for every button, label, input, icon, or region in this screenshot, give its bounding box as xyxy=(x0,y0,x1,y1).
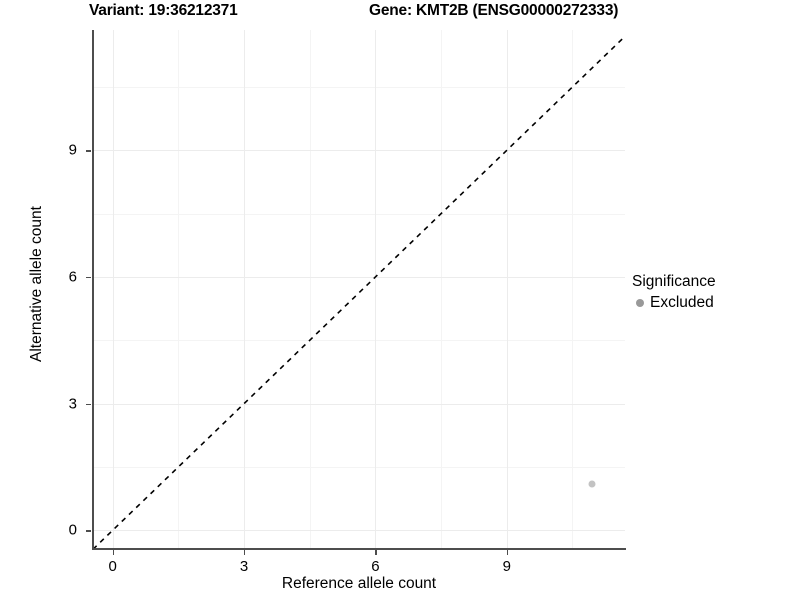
identity-line xyxy=(93,35,625,548)
legend-entries: Excluded xyxy=(632,292,797,313)
gridline-major-vertical xyxy=(506,30,508,548)
gridline-minor-horizontal xyxy=(93,213,625,215)
legend-title: Significance xyxy=(632,273,716,290)
x-axis-line xyxy=(92,548,626,550)
gridline-major-vertical xyxy=(244,30,246,548)
gridline-major-horizontal xyxy=(93,530,625,532)
x-axis-tick-label: 6 xyxy=(371,558,380,575)
y-axis-tick-label: 0 xyxy=(68,521,77,539)
gridline-major-horizontal xyxy=(93,276,625,278)
x-axis-tick xyxy=(375,550,377,555)
data-point[interactable] xyxy=(588,480,596,488)
variant-title: Variant: 19:36212371 xyxy=(89,2,238,19)
y-axis-tick xyxy=(86,150,91,152)
gridline-minor-horizontal xyxy=(93,86,625,88)
legend-entry-label: Excluded xyxy=(650,293,714,311)
gridline-minor-horizontal xyxy=(93,340,625,342)
gridline-major-horizontal xyxy=(93,403,625,405)
x-axis-tick xyxy=(112,550,114,555)
x-axis-tick-label: 0 xyxy=(108,558,117,575)
gridline-minor-vertical xyxy=(178,30,180,548)
gridline-minor-vertical xyxy=(572,30,574,548)
legend-dot-icon xyxy=(636,298,644,307)
legend-entry[interactable]: Excluded xyxy=(632,292,797,313)
x-axis-label: Reference allele count xyxy=(281,575,437,592)
gridline-major-horizontal xyxy=(93,150,625,152)
figure-title-row: Variant: 19:36212371 Gene: KMT2B (ENSG00… xyxy=(0,2,800,26)
x-axis-tick-label: 3 xyxy=(239,558,249,575)
y-axis-tick-label: 9 xyxy=(68,141,77,159)
gridline-major-vertical xyxy=(112,30,114,548)
plot-panel xyxy=(93,30,625,548)
y-axis-tick xyxy=(86,530,91,532)
y-axis-tick xyxy=(86,276,91,279)
y-axis-tick-label: 6 xyxy=(68,268,77,286)
y-axis-line xyxy=(92,30,94,549)
gridline-major-vertical xyxy=(375,30,377,548)
y-axis-tick-label: 3 xyxy=(68,395,77,413)
identity-line xyxy=(93,35,625,548)
gridline-minor-vertical xyxy=(441,30,443,548)
x-axis-tick xyxy=(244,550,246,555)
gridline-minor-vertical xyxy=(309,30,311,548)
x-axis-tick xyxy=(506,550,509,555)
gridline-minor-horizontal xyxy=(93,466,625,468)
x-axis-tick-label: 9 xyxy=(502,558,511,575)
legend-key xyxy=(632,292,648,313)
y-axis-tick xyxy=(86,403,91,405)
gene-title: Gene: KMT2B (ENSG00000272333) xyxy=(369,2,619,19)
y-axis-label: Alternative allele count xyxy=(28,206,45,362)
legend: Significance Excluded xyxy=(632,272,797,313)
